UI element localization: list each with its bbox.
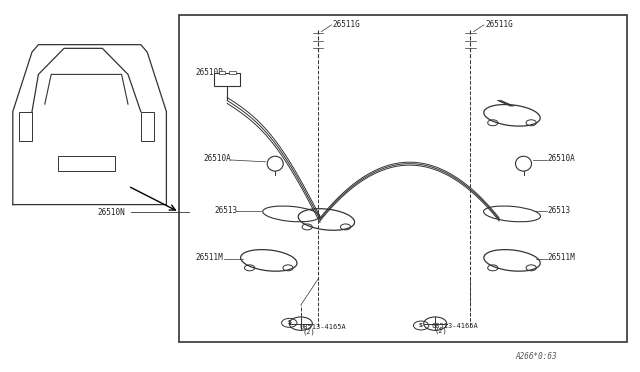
Text: 26510A: 26510A <box>204 154 231 163</box>
Text: 08513-4165A: 08513-4165A <box>300 324 346 330</box>
Text: 26511G: 26511G <box>485 20 513 29</box>
Text: 26510A: 26510A <box>548 154 575 163</box>
Text: A266*0:63: A266*0:63 <box>515 352 557 361</box>
Text: S: S <box>419 323 423 328</box>
Bar <box>141 112 154 141</box>
Text: 26510P: 26510P <box>195 68 223 77</box>
Text: 26510N: 26510N <box>97 208 125 217</box>
Text: 26513: 26513 <box>548 206 571 215</box>
Text: 26511M: 26511M <box>195 253 223 262</box>
Bar <box>19 112 32 141</box>
Text: 26513: 26513 <box>214 206 237 215</box>
Bar <box>229 71 236 74</box>
Text: 26511G: 26511G <box>333 20 360 29</box>
Bar <box>214 73 240 86</box>
Text: 08513-4165A: 08513-4165A <box>431 323 478 328</box>
Bar <box>58 156 115 171</box>
Bar <box>179 15 627 342</box>
Text: (2): (2) <box>435 327 447 334</box>
Bar <box>219 71 225 74</box>
Text: (2): (2) <box>303 329 316 336</box>
Text: 26511M: 26511M <box>548 253 575 262</box>
Text: S: S <box>287 320 291 326</box>
